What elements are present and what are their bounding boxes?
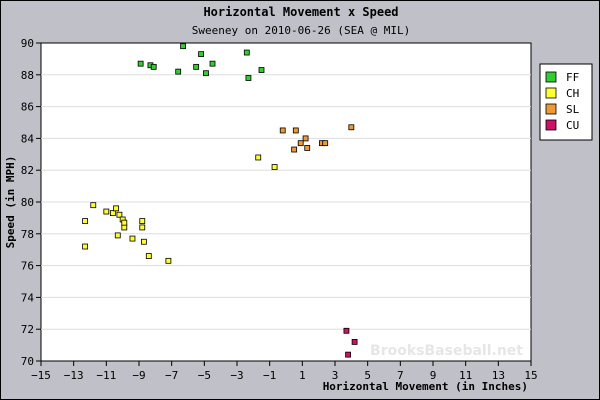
data-point-ch — [139, 218, 146, 224]
data-point-sl — [279, 127, 286, 134]
x-tick-label: −15 — [31, 369, 51, 382]
legend-label-cu: CU — [566, 119, 579, 132]
data-point-sl — [292, 127, 299, 134]
legend-label-sl: SL — [566, 103, 580, 116]
y-tick-label: 90 — [21, 37, 34, 50]
data-point-ff — [245, 75, 252, 81]
data-point-ch — [165, 257, 172, 264]
y-tick-label: 74 — [21, 291, 35, 304]
data-point-ch — [121, 224, 128, 231]
data-point-cu — [343, 327, 350, 334]
data-point-ff — [198, 51, 204, 58]
data-point-ch — [82, 243, 88, 250]
x-tick-label: 15 — [524, 369, 537, 382]
data-point-ch — [271, 164, 278, 170]
data-point-sl — [348, 124, 355, 131]
legend-label-ch: CH — [566, 87, 579, 100]
data-point-ff — [193, 63, 200, 70]
x-tick-label: 9 — [430, 369, 437, 382]
y-tick-label: 82 — [21, 164, 34, 177]
grid-lines — [41, 74, 531, 330]
data-point-ff — [258, 67, 265, 73]
x-tick-label: −3 — [230, 369, 243, 382]
data-point-ch — [140, 238, 147, 245]
data-point-ch — [103, 208, 110, 215]
legend: FF CH SL CU — [539, 63, 593, 141]
data-point-ch — [121, 219, 128, 226]
data-point-sl — [322, 140, 329, 147]
data-point-ff — [203, 70, 209, 77]
x-tick-label: −11 — [96, 369, 116, 382]
y-tick-label: 84 — [21, 132, 35, 145]
x-tick-label: 5 — [364, 369, 371, 382]
data-point-ff — [209, 60, 216, 67]
y-axis-label: Speed (in MPH) — [4, 156, 17, 249]
y-tick-label: 70 — [21, 355, 34, 368]
data-point-sl — [297, 140, 304, 147]
x-tick-label: 3 — [332, 369, 339, 382]
x-tick-label: −1 — [263, 369, 276, 382]
legend-swatch-ch — [545, 87, 557, 99]
y-tick-label: 88 — [21, 69, 34, 82]
y-tick-label: 78 — [21, 228, 34, 241]
data-point-ff — [243, 49, 250, 56]
data-point-ff — [180, 43, 187, 50]
chart-title: Horizontal Movement x Speed — [203, 5, 398, 19]
data-points — [82, 43, 358, 358]
data-point-sl — [302, 135, 309, 142]
x-tick-label: 11 — [459, 369, 472, 382]
legend-swatch-ff — [545, 71, 557, 83]
data-point-sl — [304, 145, 311, 151]
data-point-ch — [129, 235, 136, 242]
legend-swatch-cu — [545, 119, 557, 131]
data-point-ch — [90, 202, 97, 209]
y-tick-label: 76 — [21, 260, 34, 273]
x-tick-label: −7 — [165, 369, 178, 382]
data-point-ch — [145, 253, 152, 259]
data-point-ch — [116, 211, 123, 218]
x-tick-label: −5 — [198, 369, 211, 382]
data-point-ch — [109, 210, 116, 217]
y-tick-label: 80 — [21, 196, 34, 209]
x-tick-label: 13 — [492, 369, 505, 382]
x-axis-label: Horizontal Movement (in Inches) — [323, 380, 528, 393]
legend-label-ff: FF — [566, 71, 579, 84]
data-point-ff — [175, 68, 182, 75]
data-point-ch — [139, 224, 146, 231]
data-point-ff — [150, 63, 157, 70]
watermark: BrooksBaseball.net — [370, 343, 523, 359]
x-tick-label: −13 — [64, 369, 84, 382]
x-tick-label: 1 — [299, 369, 306, 382]
legend-swatch-sl — [545, 103, 557, 115]
y-tick-label: 86 — [21, 101, 34, 114]
y-tick-label: 72 — [21, 323, 34, 336]
data-point-ff — [137, 60, 144, 67]
data-point-cu — [351, 339, 358, 345]
x-tick-label: −9 — [132, 369, 145, 382]
data-point-cu — [345, 351, 351, 358]
data-point-ch — [255, 154, 262, 161]
x-tick-label: 7 — [397, 369, 404, 382]
data-point-sl — [291, 146, 298, 153]
data-point-ch — [113, 205, 120, 212]
plot-area: BrooksBaseball.net 70 72 74 76 78 80 82 84 86 88 9… — [21, 37, 538, 382]
data-point-ch — [82, 218, 88, 224]
data-point-ch — [114, 232, 121, 239]
chart-subtitle: Sweeney on 2010-06-26 (SEA @ MIL) — [192, 24, 411, 37]
